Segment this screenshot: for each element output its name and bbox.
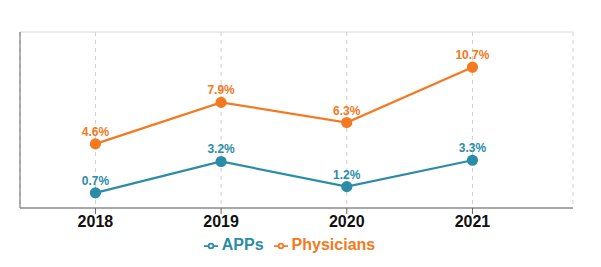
svg-text:3.3%: 3.3% [459,141,487,155]
svg-text:2019: 2019 [203,213,239,230]
svg-text:0.7%: 0.7% [82,174,110,188]
svg-text:2018: 2018 [78,213,114,230]
html-text:Physicians: Physicians [291,236,376,253]
html-text:APPs: APPs [221,236,264,253]
svg-text:7.9%: 7.9% [207,83,235,97]
svg-text:2021: 2021 [455,213,491,230]
svg-text:1.2%: 1.2% [333,168,361,182]
svg-text:3.2%: 3.2% [207,142,235,156]
svg-text:10.7%: 10.7% [455,48,489,62]
svg-text:4.6%: 4.6% [82,125,110,139]
svg-text:6.3%: 6.3% [333,104,361,118]
svg-text:2020: 2020 [329,213,365,230]
